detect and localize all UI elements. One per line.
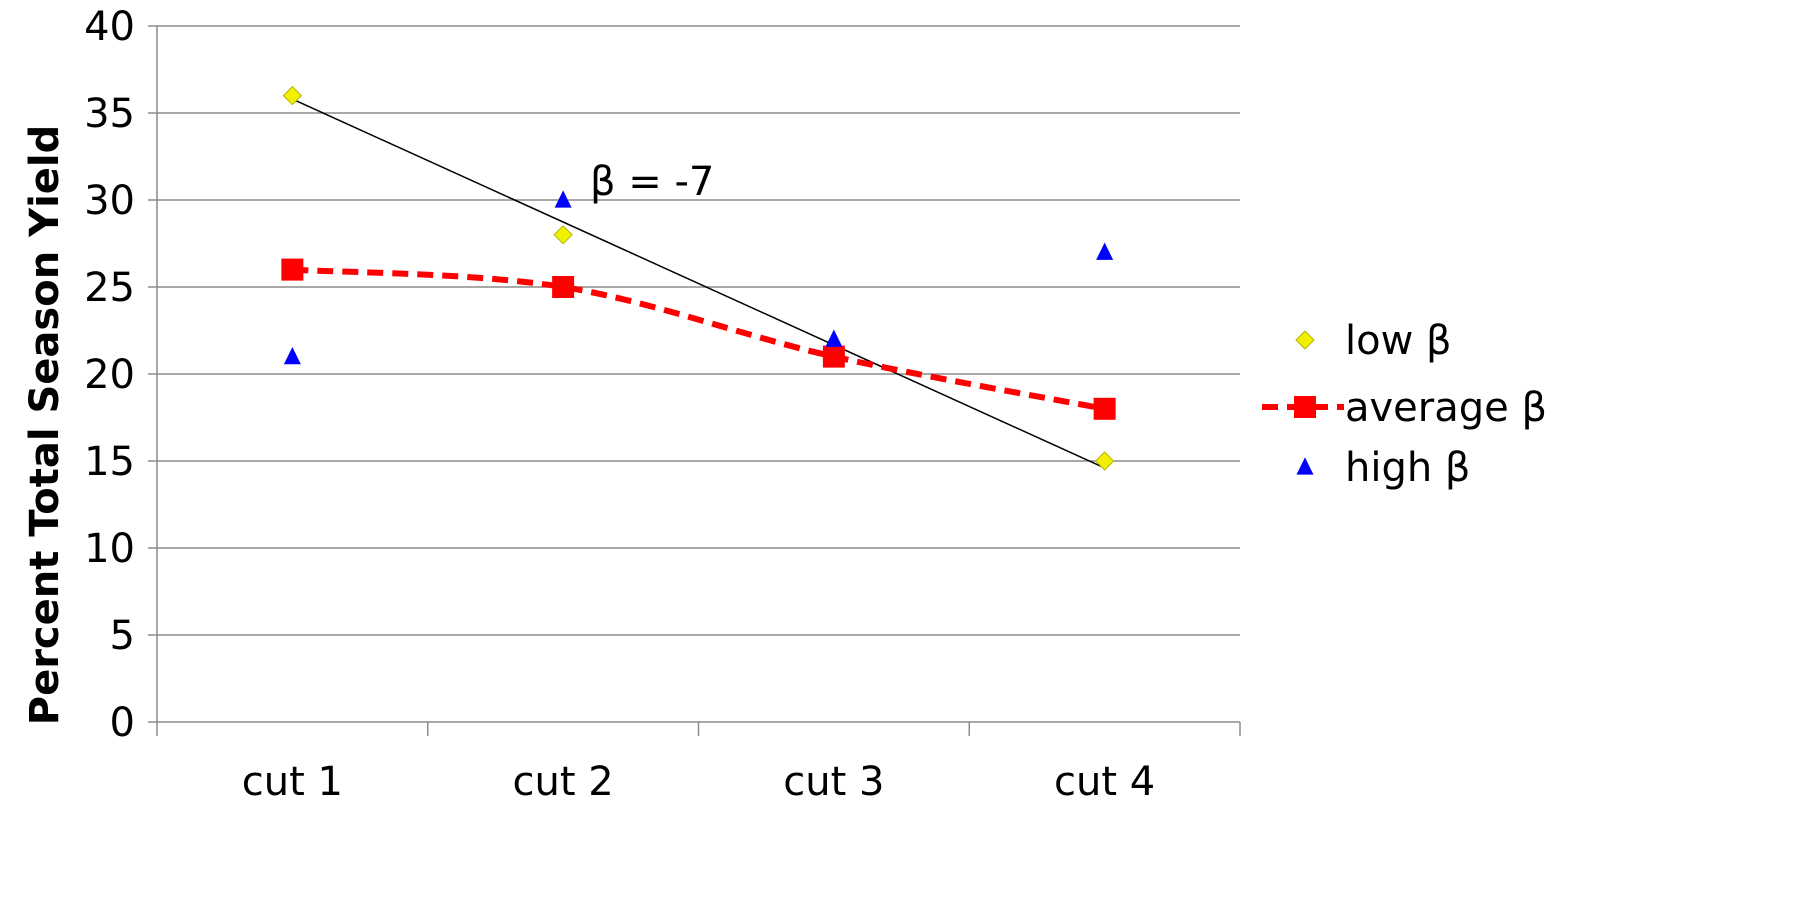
trendline-line bbox=[292, 98, 1105, 469]
series-line-1 bbox=[292, 266, 1106, 412]
data-point-1-3 bbox=[1093, 397, 1116, 420]
data-point-0-0 bbox=[282, 85, 303, 106]
y-tick-label: 20 bbox=[84, 352, 135, 398]
x-tick-label: cut 4 bbox=[1054, 759, 1155, 805]
y-tick-label: 10 bbox=[84, 526, 135, 572]
x-tick-label: cut 2 bbox=[513, 759, 614, 805]
grid bbox=[157, 25, 1240, 636]
legend-marker-average bbox=[1294, 396, 1316, 418]
legend-label: average β bbox=[1345, 385, 1547, 431]
data-point-2-2 bbox=[825, 329, 843, 347]
data-point-2-1 bbox=[554, 190, 572, 208]
trendline-annotation: β = -7 bbox=[590, 159, 714, 205]
y-tick-label: 40 bbox=[84, 4, 135, 50]
y-tick-label: 5 bbox=[110, 613, 135, 659]
legend-label: high β bbox=[1345, 445, 1470, 491]
x-tick-label: cut 3 bbox=[783, 759, 884, 805]
axes bbox=[148, 25, 1241, 736]
data-point-1-2 bbox=[822, 345, 845, 368]
legend-label: low β bbox=[1345, 318, 1452, 364]
legend: low β average β high β bbox=[1262, 318, 1547, 491]
y-axis-title: Percent Total Season Yield bbox=[22, 125, 68, 726]
data-point-1-1 bbox=[552, 276, 575, 298]
x-tick-labels: cut 1 cut 2 cut 3 cut 4 bbox=[242, 759, 1155, 805]
y-tick-labels: 0 5 10 15 20 25 30 35 40 bbox=[84, 4, 135, 746]
y-tick-label: 15 bbox=[84, 439, 135, 485]
data-point-2-0 bbox=[283, 346, 301, 365]
data-point-0-3 bbox=[1094, 451, 1115, 471]
y-tick-label: 35 bbox=[84, 91, 135, 137]
data-point-2-3 bbox=[1096, 242, 1114, 260]
x-tick-label: cut 1 bbox=[242, 759, 343, 805]
data-point-1-0 bbox=[281, 258, 304, 281]
legend-marker-high bbox=[1296, 457, 1314, 475]
y-tick-label: 30 bbox=[84, 178, 135, 224]
data-point-0-1 bbox=[553, 225, 573, 245]
trendline bbox=[292, 98, 1105, 469]
y-tick-label: 0 bbox=[110, 700, 135, 746]
y-tick-label: 25 bbox=[84, 265, 135, 311]
series-layer bbox=[281, 85, 1116, 471]
legend-marker-low bbox=[1295, 330, 1315, 350]
